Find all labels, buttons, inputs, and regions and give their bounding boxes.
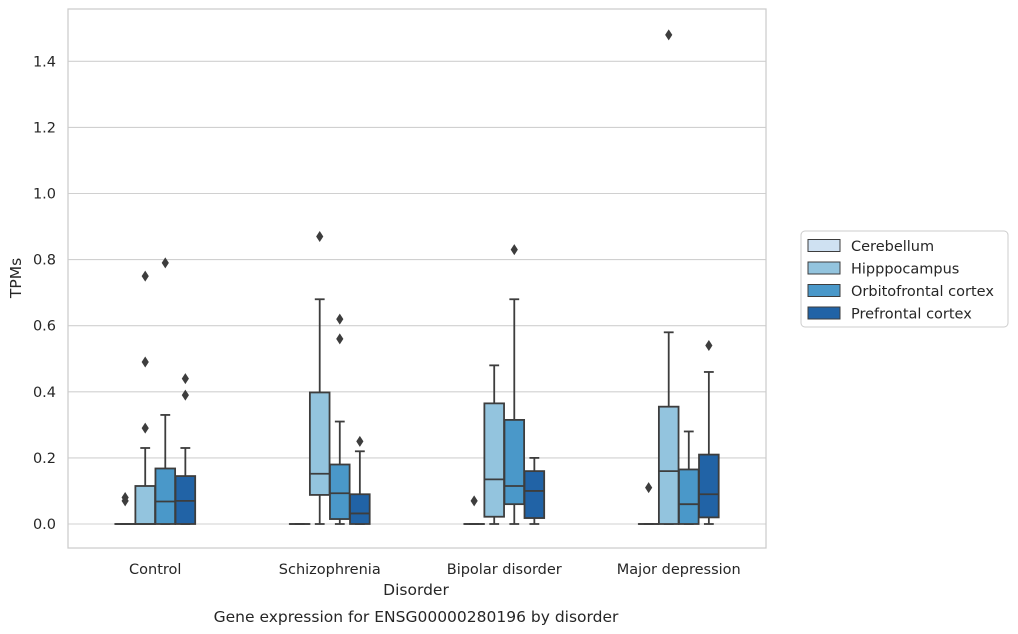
x-axis-label: Disorder xyxy=(383,581,449,599)
y-tick-label: 0.2 xyxy=(33,451,56,467)
box xyxy=(503,418,526,506)
box xyxy=(329,463,351,520)
box-plot xyxy=(329,313,351,525)
box xyxy=(523,470,546,519)
chart-caption: Gene expression for ENSG00000280196 by d… xyxy=(214,608,619,626)
legend: Cerebellum Hipppocampus Orbitofrontal cort… xyxy=(800,230,1009,328)
legend-label: Cerebellum xyxy=(851,239,934,255)
legend-swatch xyxy=(807,284,841,297)
legend-label: Prefrontal cortex xyxy=(851,307,972,323)
box-plot xyxy=(678,430,700,525)
y-tick-label: 0.4 xyxy=(33,385,56,401)
box-plot xyxy=(503,244,526,525)
box-plot xyxy=(154,257,177,525)
box-plot xyxy=(174,373,197,525)
box-plot xyxy=(637,482,660,525)
outlier-point xyxy=(181,389,189,401)
y-tick-label: 1.0 xyxy=(33,187,56,203)
box xyxy=(349,493,371,525)
legend-item: Prefrontal cortex xyxy=(807,306,972,323)
legend-swatch xyxy=(807,261,841,275)
legend-item: Cerebellum xyxy=(807,239,934,255)
outlier-point xyxy=(356,435,364,447)
y-tick-labels: 0.0 0.2 0.4 0.6 0.8 1.0 1.2 1.4 xyxy=(33,54,56,533)
box-plot xyxy=(114,492,136,525)
box xyxy=(483,402,505,518)
outlier-point xyxy=(665,29,673,41)
box xyxy=(698,453,720,519)
box-plots xyxy=(114,29,720,525)
box xyxy=(678,468,700,525)
outlier-point xyxy=(161,257,169,269)
legend-frame xyxy=(800,230,1009,328)
plot-frame xyxy=(67,8,767,549)
legend-swatch xyxy=(807,306,841,320)
x-tick-label: Control xyxy=(129,562,181,578)
x-tick-label: Bipolar disorder xyxy=(447,562,562,578)
outlier-point xyxy=(645,482,653,494)
outlier-point xyxy=(336,313,344,325)
outlier-point xyxy=(181,373,189,385)
box xyxy=(154,467,177,525)
box-plot xyxy=(349,435,371,525)
outlier-point xyxy=(470,495,478,507)
y-tick-label: 0.0 xyxy=(33,517,56,533)
y-tick-label: 0.8 xyxy=(33,253,56,269)
box xyxy=(134,485,156,525)
x-tick-label: Schizophrenia xyxy=(279,562,381,578)
outlier-point xyxy=(141,422,149,434)
outlier-point xyxy=(705,340,713,352)
y-tick-label: 0.6 xyxy=(33,319,56,335)
outlier-point xyxy=(121,492,129,504)
outlier-point xyxy=(510,244,518,256)
box-plot xyxy=(523,456,546,525)
y-axis-label: TPMs xyxy=(7,258,25,299)
legend-label: Hipppocampus xyxy=(851,262,959,278)
outlier-point xyxy=(141,270,149,282)
legend-swatch xyxy=(807,239,841,252)
box xyxy=(657,405,680,525)
x-tick-label: Major depression xyxy=(617,562,741,578)
y-tick-label: 1.2 xyxy=(33,120,56,136)
box-plot xyxy=(483,364,505,525)
box-plot xyxy=(134,270,156,525)
box-plot xyxy=(698,340,720,525)
outlier-point xyxy=(316,230,324,242)
box-plot xyxy=(308,230,331,525)
legend-label: Orbitofrontal cortex xyxy=(851,284,994,300)
box-plot xyxy=(463,495,485,525)
outlier-point xyxy=(141,356,149,368)
outlier-point xyxy=(336,333,344,345)
box xyxy=(308,391,331,496)
x-tick-labels: Control Schizophrenia Bipolar disorder Majo… xyxy=(129,562,741,578)
legend-item: Orbitofrontal cortex xyxy=(807,284,994,300)
box-plot xyxy=(657,29,680,525)
legend-item: Hipppocampus xyxy=(807,261,959,278)
y-tick-label: 1.4 xyxy=(33,54,56,70)
